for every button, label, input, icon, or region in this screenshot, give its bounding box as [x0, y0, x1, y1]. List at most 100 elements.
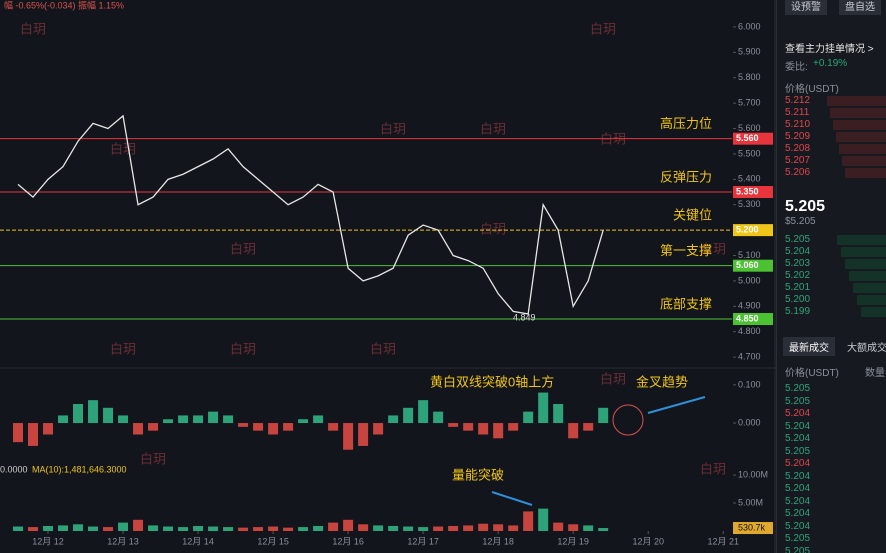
- volume-bar: [448, 525, 459, 531]
- x-tick-label: 12月 16: [332, 536, 364, 546]
- y-tick-label: 5.500: [738, 148, 761, 158]
- volume-bar: [208, 526, 219, 531]
- macd-bar: [13, 423, 24, 443]
- ma-info: MA(10):1,481,646.3000: [32, 464, 127, 474]
- bid-bar: [841, 247, 886, 257]
- watermark: 白玥: [380, 121, 406, 136]
- watermark: 白玥: [20, 21, 46, 36]
- level-badge: [733, 186, 773, 199]
- bid-price[interactable]: 5.203: [785, 258, 811, 269]
- link[interactable]: 查看主力挂单情况 >: [785, 44, 874, 55]
- macd-bar: [523, 411, 534, 424]
- button[interactable]: 设预警: [785, 0, 827, 15]
- trade-price: 5.204: [785, 495, 811, 507]
- x-tick-label: 12月 13: [107, 536, 139, 546]
- trade-price: 5.205: [785, 533, 811, 544]
- trade-price: 5.204: [785, 458, 811, 469]
- volume-bar: [508, 525, 519, 531]
- macd-bar: [73, 403, 84, 424]
- macd-bar: [118, 415, 129, 424]
- watermark: 白玥: [600, 371, 626, 386]
- macd-bar: [28, 423, 39, 446]
- watermark: 白玥: [230, 241, 256, 256]
- volume-bar: [598, 528, 609, 531]
- ask-bar: [836, 132, 886, 142]
- last-usd: $5.205: [785, 216, 816, 227]
- macd-bar: [358, 423, 369, 446]
- volume-bar: [373, 525, 384, 531]
- volume-bar: [298, 527, 309, 531]
- watermark: 白玥: [480, 221, 506, 236]
- y-tick-label: 5.900: [738, 47, 761, 57]
- level-text: 底部支撑: [660, 296, 712, 311]
- watermark: 白玥: [230, 341, 256, 356]
- last-price: 5.205: [785, 198, 826, 215]
- volume-bar: [88, 526, 99, 531]
- volume-bar: [388, 525, 399, 531]
- x-tick-label: 12月 19: [557, 536, 589, 546]
- volume-bar: [568, 524, 579, 531]
- volume-bar: [238, 527, 249, 531]
- trade-price: 5.204: [785, 483, 811, 494]
- ask-price[interactable]: 5.210: [785, 119, 811, 130]
- ask-price[interactable]: 5.206: [785, 167, 811, 178]
- watermark: 白玥: [140, 451, 166, 466]
- bid-bar: [849, 271, 886, 281]
- ask-bar: [845, 168, 886, 178]
- y-tick-label: 4.800: [738, 326, 761, 336]
- level-badge: [733, 132, 773, 145]
- macd-bar: [478, 423, 489, 435]
- volume-bar: [223, 527, 234, 531]
- ask-price[interactable]: 5.212: [785, 95, 811, 106]
- level-badge: [733, 224, 773, 237]
- trade-price: 5.204: [785, 520, 811, 532]
- macd-bar: [418, 400, 429, 424]
- bid-price[interactable]: 5.204: [785, 246, 811, 257]
- macd-bar: [148, 423, 159, 431]
- volume-bar: [433, 526, 444, 531]
- y-tick-label: 10.00M: [738, 469, 768, 479]
- ask-bar: [842, 156, 886, 166]
- bid-price[interactable]: 5.200: [785, 294, 811, 305]
- bid-price[interactable]: 5.205: [785, 234, 811, 245]
- ask-price[interactable]: 5.208: [785, 143, 811, 154]
- macd-bar: [433, 411, 444, 424]
- volume-bar: [28, 527, 39, 531]
- watermark: 白玥: [370, 341, 396, 356]
- trade-price: 5.205: [785, 545, 811, 553]
- volume-bar: [193, 525, 204, 531]
- bid-price[interactable]: 5.202: [785, 270, 811, 281]
- macd-bar: [553, 403, 564, 424]
- macd-bar: [88, 400, 99, 424]
- level-price: 5.560: [736, 133, 759, 143]
- macd-bar: [133, 423, 144, 435]
- volume-bar: [133, 519, 144, 531]
- y-tick-label: 4.700: [738, 352, 761, 362]
- column-header: 价格(USDT): [785, 84, 839, 95]
- volume-bar: [73, 524, 84, 531]
- level-text: 关键位: [673, 208, 712, 223]
- macd-bar: [538, 392, 549, 424]
- y-tick-label: 6.000: [738, 21, 761, 31]
- bid-price[interactable]: 5.199: [785, 306, 811, 317]
- trade-price: 5.204: [785, 420, 811, 432]
- change-info: 幅 -0.65%(-0.034) 振幅 1.15%: [4, 0, 124, 10]
- level-badge: [733, 313, 773, 326]
- macd-bar: [373, 423, 384, 435]
- button[interactable]: 盘自选: [839, 0, 881, 15]
- macd-bar: [328, 423, 339, 431]
- y-tick-label: 5.300: [738, 199, 761, 209]
- ask-price[interactable]: 5.207: [785, 155, 811, 166]
- level-text: 第一支撑: [660, 243, 712, 258]
- tab[interactable]: 大额成交: [847, 343, 886, 354]
- tab[interactable]: 最新成交: [783, 337, 835, 356]
- ratio-label: 委比:: [785, 62, 808, 73]
- watermark: 白玥: [700, 241, 726, 256]
- macd-bar: [163, 419, 174, 424]
- ask-price[interactable]: 5.211: [785, 107, 810, 118]
- ask-price[interactable]: 5.209: [785, 131, 811, 142]
- level-text: 反弹压力: [660, 169, 712, 184]
- current-label: 530.7k: [738, 522, 766, 532]
- bid-price[interactable]: 5.201: [785, 282, 811, 293]
- macd-bar: [388, 415, 399, 424]
